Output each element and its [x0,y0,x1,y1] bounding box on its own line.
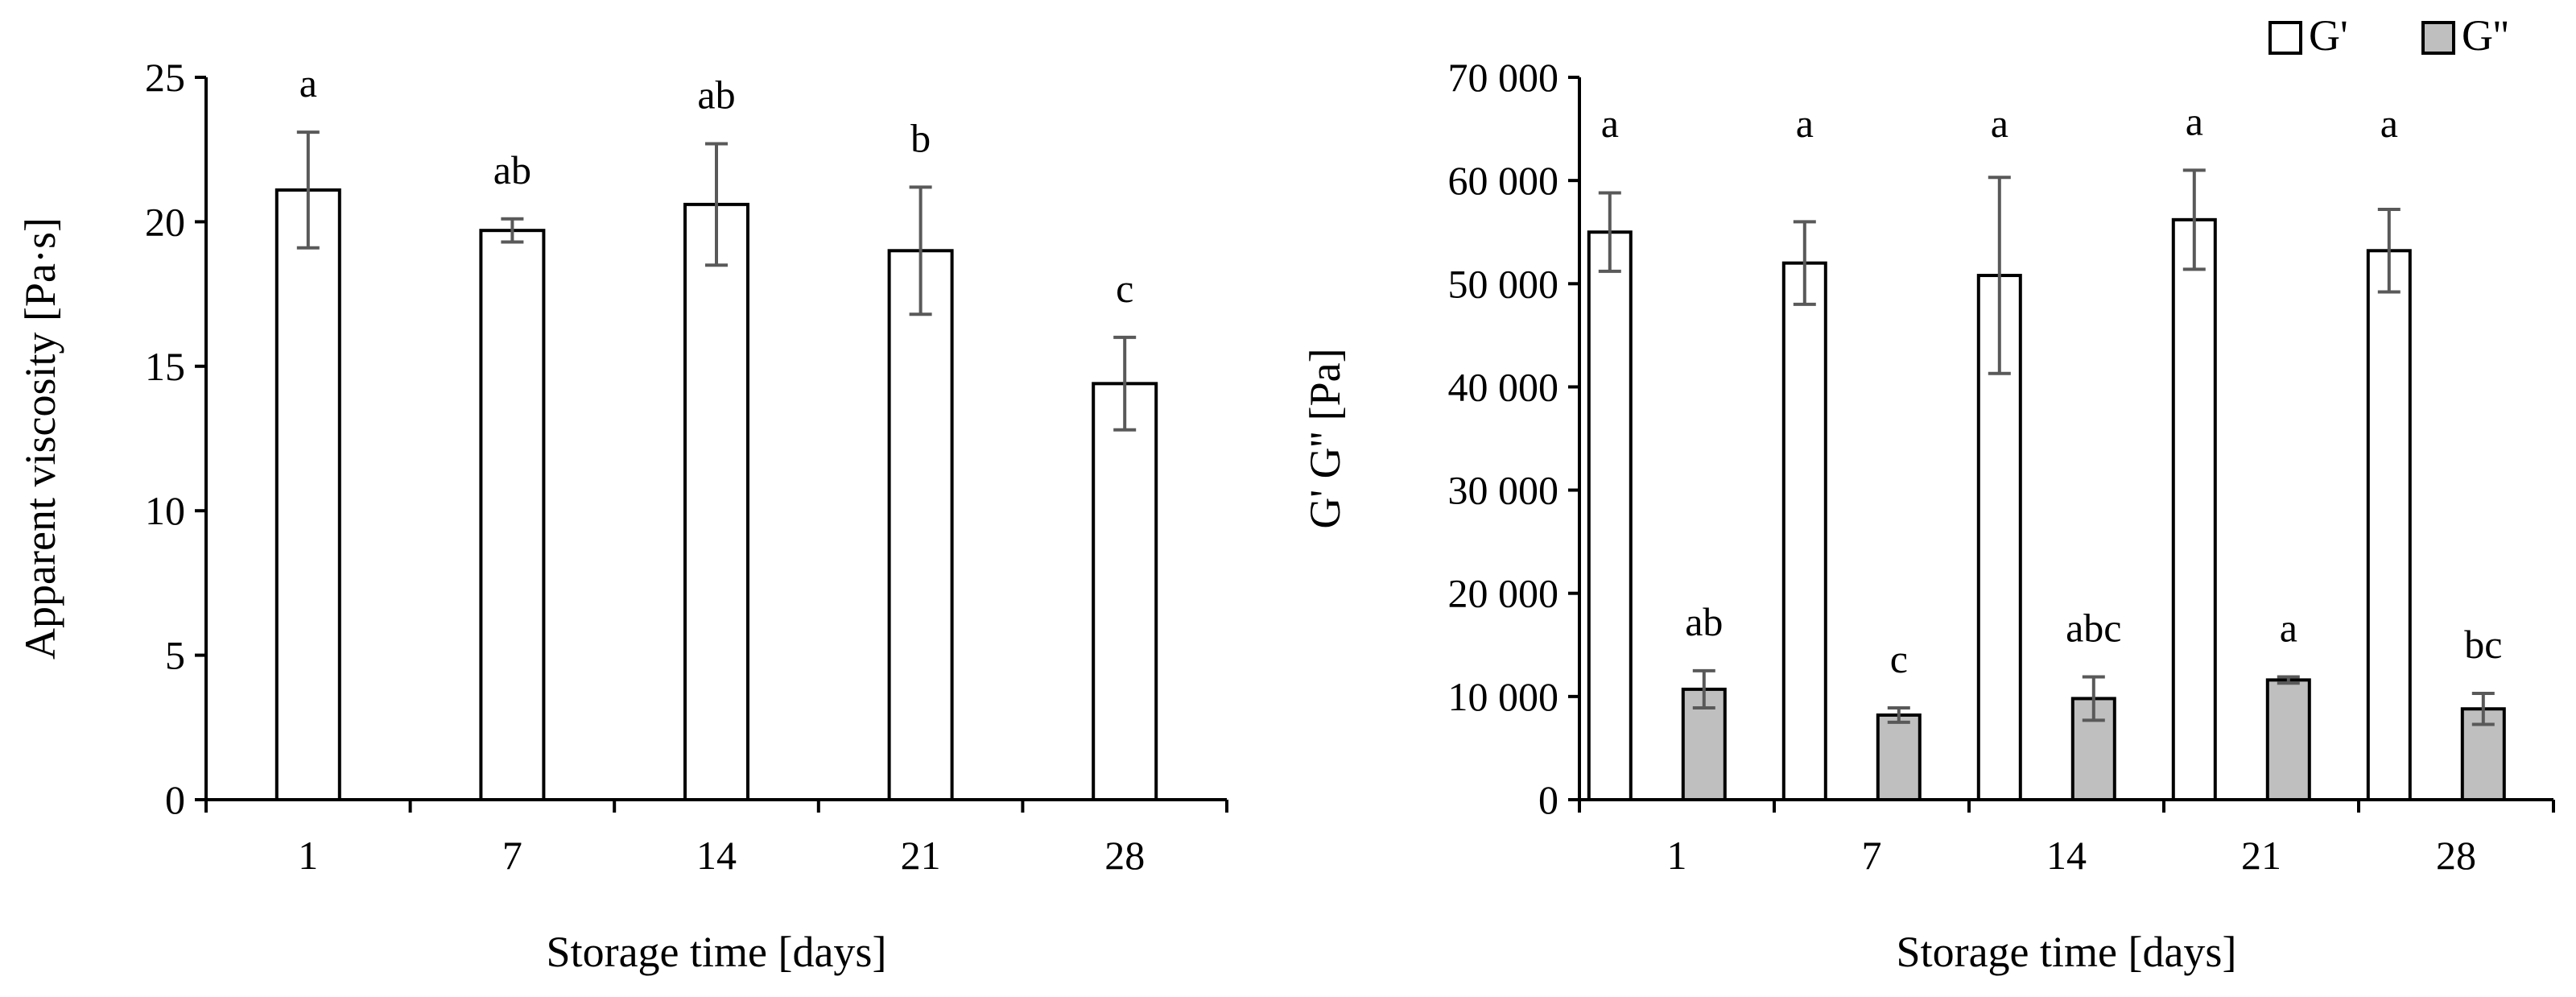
bar [1092,382,1158,801]
bar [1976,274,2022,801]
y-axis-title: Apparent viscosity [Pa·s] [16,217,64,660]
significance-label: a [2186,98,2203,143]
x-tick-label: 7 [502,833,522,878]
legend-label: G' [2309,11,2348,60]
significance-label: ab [493,147,531,192]
y-tick-label: 60 000 [1448,158,1559,203]
bar [479,229,546,801]
significance-label: ab [1685,599,1723,644]
legend-swatch [2268,21,2302,55]
significance-label: c [1116,266,1133,311]
significance-label: a [2380,101,2398,146]
viscosity-chart: 0 5 10 15 20 25 1 a 7 ab 14 ab 21 b 28 c Storage time [d… [16,55,1228,976]
significance-label: c [1890,636,1908,681]
bar [2171,217,2217,801]
bar [2265,678,2311,802]
y-tick-label: 30 000 [1448,468,1559,513]
significance-label: bc [2464,622,2502,667]
legend-label: G'' [2462,11,2508,60]
y-axis-title: G' G'' [Pa] [1301,348,1349,528]
y-tick-label: 70 000 [1448,55,1559,100]
y-tick-label: 40 000 [1448,364,1559,409]
y-tick-label: 0 [165,777,185,822]
modulus-chart: 0 10 000 20 000 30 000 40 000 50 000 60 000 70 … [1301,11,2555,976]
y-tick-label: 10 [145,488,185,533]
x-axis-title: Storage time [days] [547,928,887,976]
y-tick-label: 0 [1538,777,1558,822]
x-tick-label: 14 [2046,833,2087,878]
y-tick-label: 5 [165,633,185,678]
legend-swatch [2421,21,2455,55]
y-tick-label: 10 000 [1448,674,1559,719]
significance-label: ab [697,72,735,118]
x-tick-label: 1 [1667,833,1687,878]
y-tick-label: 25 [145,55,185,100]
significance-label: abc [2066,606,2121,651]
bar [2366,249,2412,801]
significance-label: a [2280,606,2297,651]
y-tick-label: 20 000 [1448,571,1559,616]
bar [1876,713,1922,801]
bar [275,188,341,801]
x-tick-label: 21 [901,833,941,878]
x-tick-label: 14 [696,833,737,878]
bar [887,249,954,801]
x-tick-label: 28 [1104,833,1145,878]
significance-label: a [1601,101,1619,146]
x-axis-title: Storage time [days] [1897,928,2237,976]
bar [1587,230,1633,801]
x-tick-label: 21 [2241,833,2281,878]
significance-label: b [910,115,931,160]
legend: G' G'' [2268,11,2508,60]
x-tick-label: 28 [2436,833,2476,878]
y-tick-label: 50 000 [1448,261,1559,306]
x-tick-label: 7 [1862,833,1882,878]
x-tick-label: 1 [298,833,318,878]
y-tick-label: 15 [145,344,185,389]
y-tick-label: 20 [145,199,185,244]
significance-label: a [1796,101,1814,146]
significance-label: a [299,60,317,105]
significance-label: a [1991,101,2008,146]
bar [683,202,749,801]
bar [1781,261,1827,801]
